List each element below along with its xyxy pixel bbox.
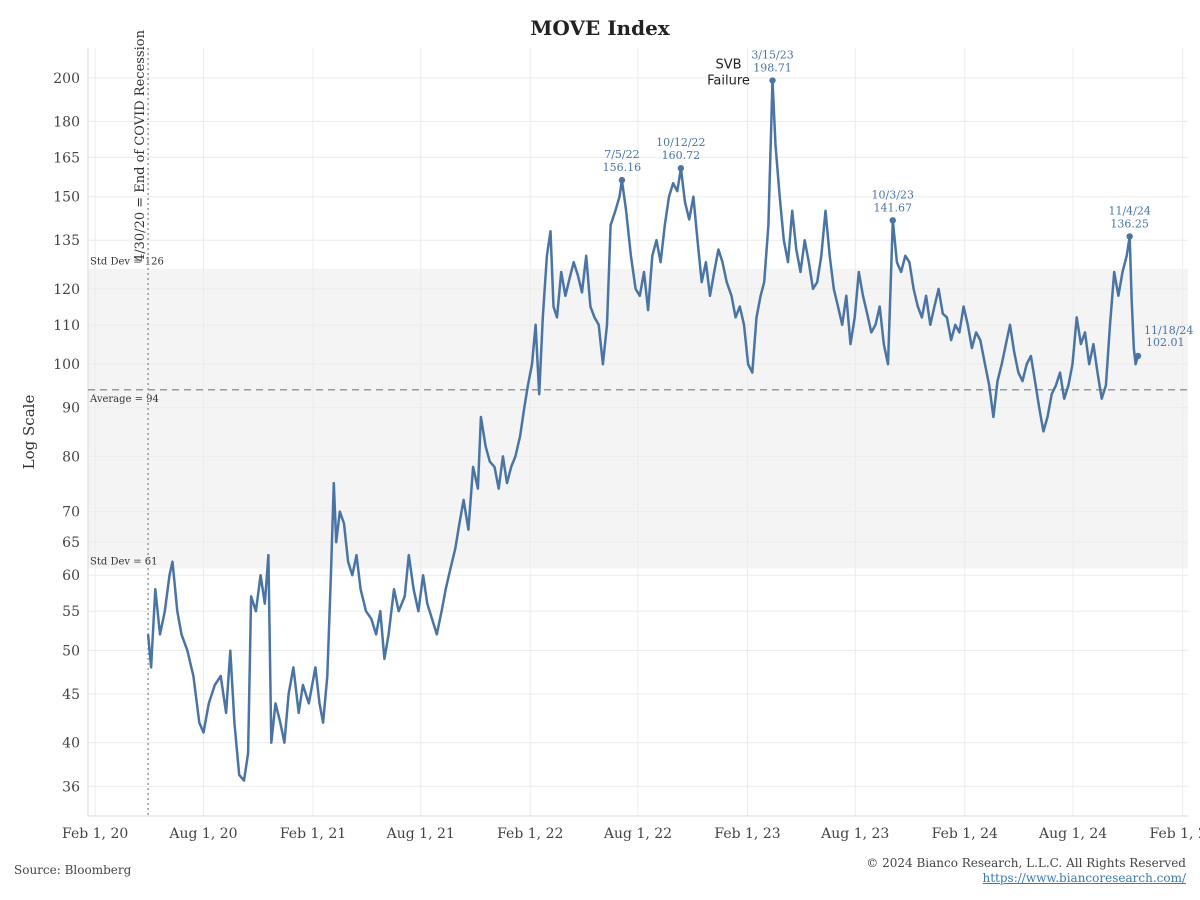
y-tick-label: 200 — [53, 71, 80, 87]
x-tick-label: Feb 1, 24 — [932, 826, 998, 842]
y-tick-label: 55 — [62, 604, 80, 620]
y-tick-label: 45 — [62, 687, 80, 703]
x-tick-label: Aug 1, 23 — [820, 826, 889, 842]
website-link[interactable]: https://www.biancoresearch.com/ — [982, 871, 1186, 885]
std-dev-low-label: Std Dev = 61 — [90, 556, 158, 567]
y-tick-label: 135 — [53, 233, 80, 249]
x-tick-label: Feb 1, 21 — [280, 826, 346, 842]
y-tick-label: 36 — [62, 779, 80, 795]
annotation-value: 160.72 — [662, 149, 701, 162]
annotation-value: 156.16 — [603, 161, 642, 174]
annotation-date: 7/5/22 — [604, 148, 639, 161]
y-tick-label: 50 — [62, 644, 80, 660]
footer-credits: © 2024 Bianco Research, L.L.C. All Right… — [866, 856, 1186, 886]
peak-marker — [769, 77, 776, 84]
peak-marker — [1134, 352, 1142, 360]
x-tick-label: Feb 1, 22 — [497, 826, 563, 842]
annotation-date: 11/18/24 — [1144, 324, 1193, 337]
recession-end-label: 4/30/20 = End of COVID Recession — [133, 29, 148, 262]
peak-marker — [618, 176, 626, 184]
average-label: Average = 94 — [89, 394, 159, 405]
y-axis-title: Log Scale — [20, 395, 38, 470]
x-tick-label: Feb 1, 25 — [1150, 826, 1200, 842]
x-tick-label: Aug 1, 20 — [168, 826, 237, 842]
y-tick-label: 165 — [53, 150, 80, 166]
peak-marker — [889, 217, 896, 224]
peak-marker — [677, 165, 685, 172]
annotation-value: 102.01 — [1146, 336, 1185, 349]
peak-marker — [1126, 233, 1133, 240]
x-tick-label: Feb 1, 23 — [714, 826, 780, 842]
y-tick-label: 65 — [62, 535, 80, 551]
y-tick-label: 100 — [53, 357, 80, 373]
move-index-line — [146, 79, 1140, 782]
annotation-date: 11/4/24 — [1108, 204, 1150, 217]
source-note: Source: Bloomberg — [14, 863, 132, 877]
y-tick-label: 80 — [62, 449, 80, 465]
copyright-text: © 2024 Bianco Research, L.L.C. All Right… — [866, 856, 1186, 870]
x-tick-label: Feb 1, 20 — [62, 826, 128, 842]
annotation-date: 3/15/23 — [751, 49, 793, 62]
y-tick-label: 90 — [62, 401, 80, 417]
y-tick-label: 40 — [62, 736, 80, 752]
annotation-value: 136.25 — [1110, 217, 1149, 230]
annotation-value: 198.71 — [753, 62, 792, 75]
std-dev-high-label: Std Dev = 126 — [90, 257, 164, 268]
chart-title: MOVE Index — [530, 16, 670, 40]
y-tick-label: 180 — [53, 114, 80, 130]
y-tick-label: 70 — [62, 505, 80, 521]
svb-note-line1: SVB — [715, 58, 741, 73]
y-tick-label: 60 — [62, 568, 80, 584]
annotation-date: 10/3/23 — [872, 188, 914, 201]
x-tick-label: Aug 1, 22 — [603, 826, 672, 842]
annotation-value: 141.67 — [874, 201, 913, 214]
x-tick-label: Aug 1, 21 — [386, 826, 455, 842]
y-tick-label: 110 — [53, 318, 80, 334]
y-tick-label: 120 — [53, 282, 80, 298]
y-tick-label: 150 — [53, 190, 80, 206]
x-tick-label: Aug 1, 24 — [1038, 826, 1107, 842]
svb-note-line2: Failure — [707, 74, 750, 89]
annotation-date: 10/12/22 — [656, 136, 705, 149]
